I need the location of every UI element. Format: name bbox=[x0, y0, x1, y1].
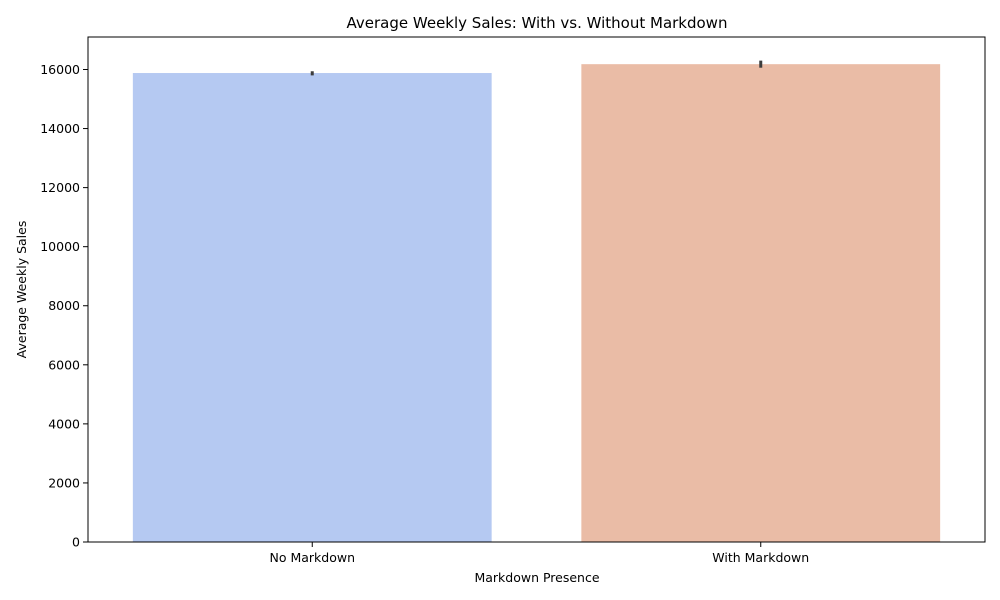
bar-0 bbox=[132, 73, 492, 543]
x-tick-label-1: With Markdown bbox=[712, 550, 809, 565]
y-tick-label-8: 16000 bbox=[40, 62, 80, 77]
chart-title: Average Weekly Sales: With vs. Without M… bbox=[347, 14, 728, 32]
x-axis-label: Markdown Presence bbox=[474, 570, 599, 585]
bars-layer bbox=[132, 64, 941, 543]
error-bars-layer bbox=[310, 60, 763, 76]
x-tick-label-0: No Markdown bbox=[269, 550, 355, 565]
y-axis-ticks: 0 2000 4000 6000 8000 10000 12000 14000 16000 bbox=[40, 62, 88, 550]
y-tick-label-7: 14000 bbox=[40, 121, 80, 136]
plot-frame bbox=[87, 36, 986, 543]
y-tick-label-5: 10000 bbox=[40, 239, 80, 254]
x-axis-ticks: No Markdown With Markdown bbox=[269, 542, 809, 565]
y-tick-label-6: 12000 bbox=[40, 180, 80, 195]
y-tick-label-0: 0 bbox=[72, 535, 80, 550]
y-tick-label-4: 8000 bbox=[48, 298, 80, 313]
bar-1 bbox=[581, 64, 941, 543]
y-tick-label-3: 6000 bbox=[48, 357, 80, 372]
y-tick-label-2: 4000 bbox=[48, 416, 80, 431]
y-axis-label: Average Weekly Sales bbox=[14, 221, 29, 359]
y-tick-label-1: 2000 bbox=[48, 475, 80, 490]
